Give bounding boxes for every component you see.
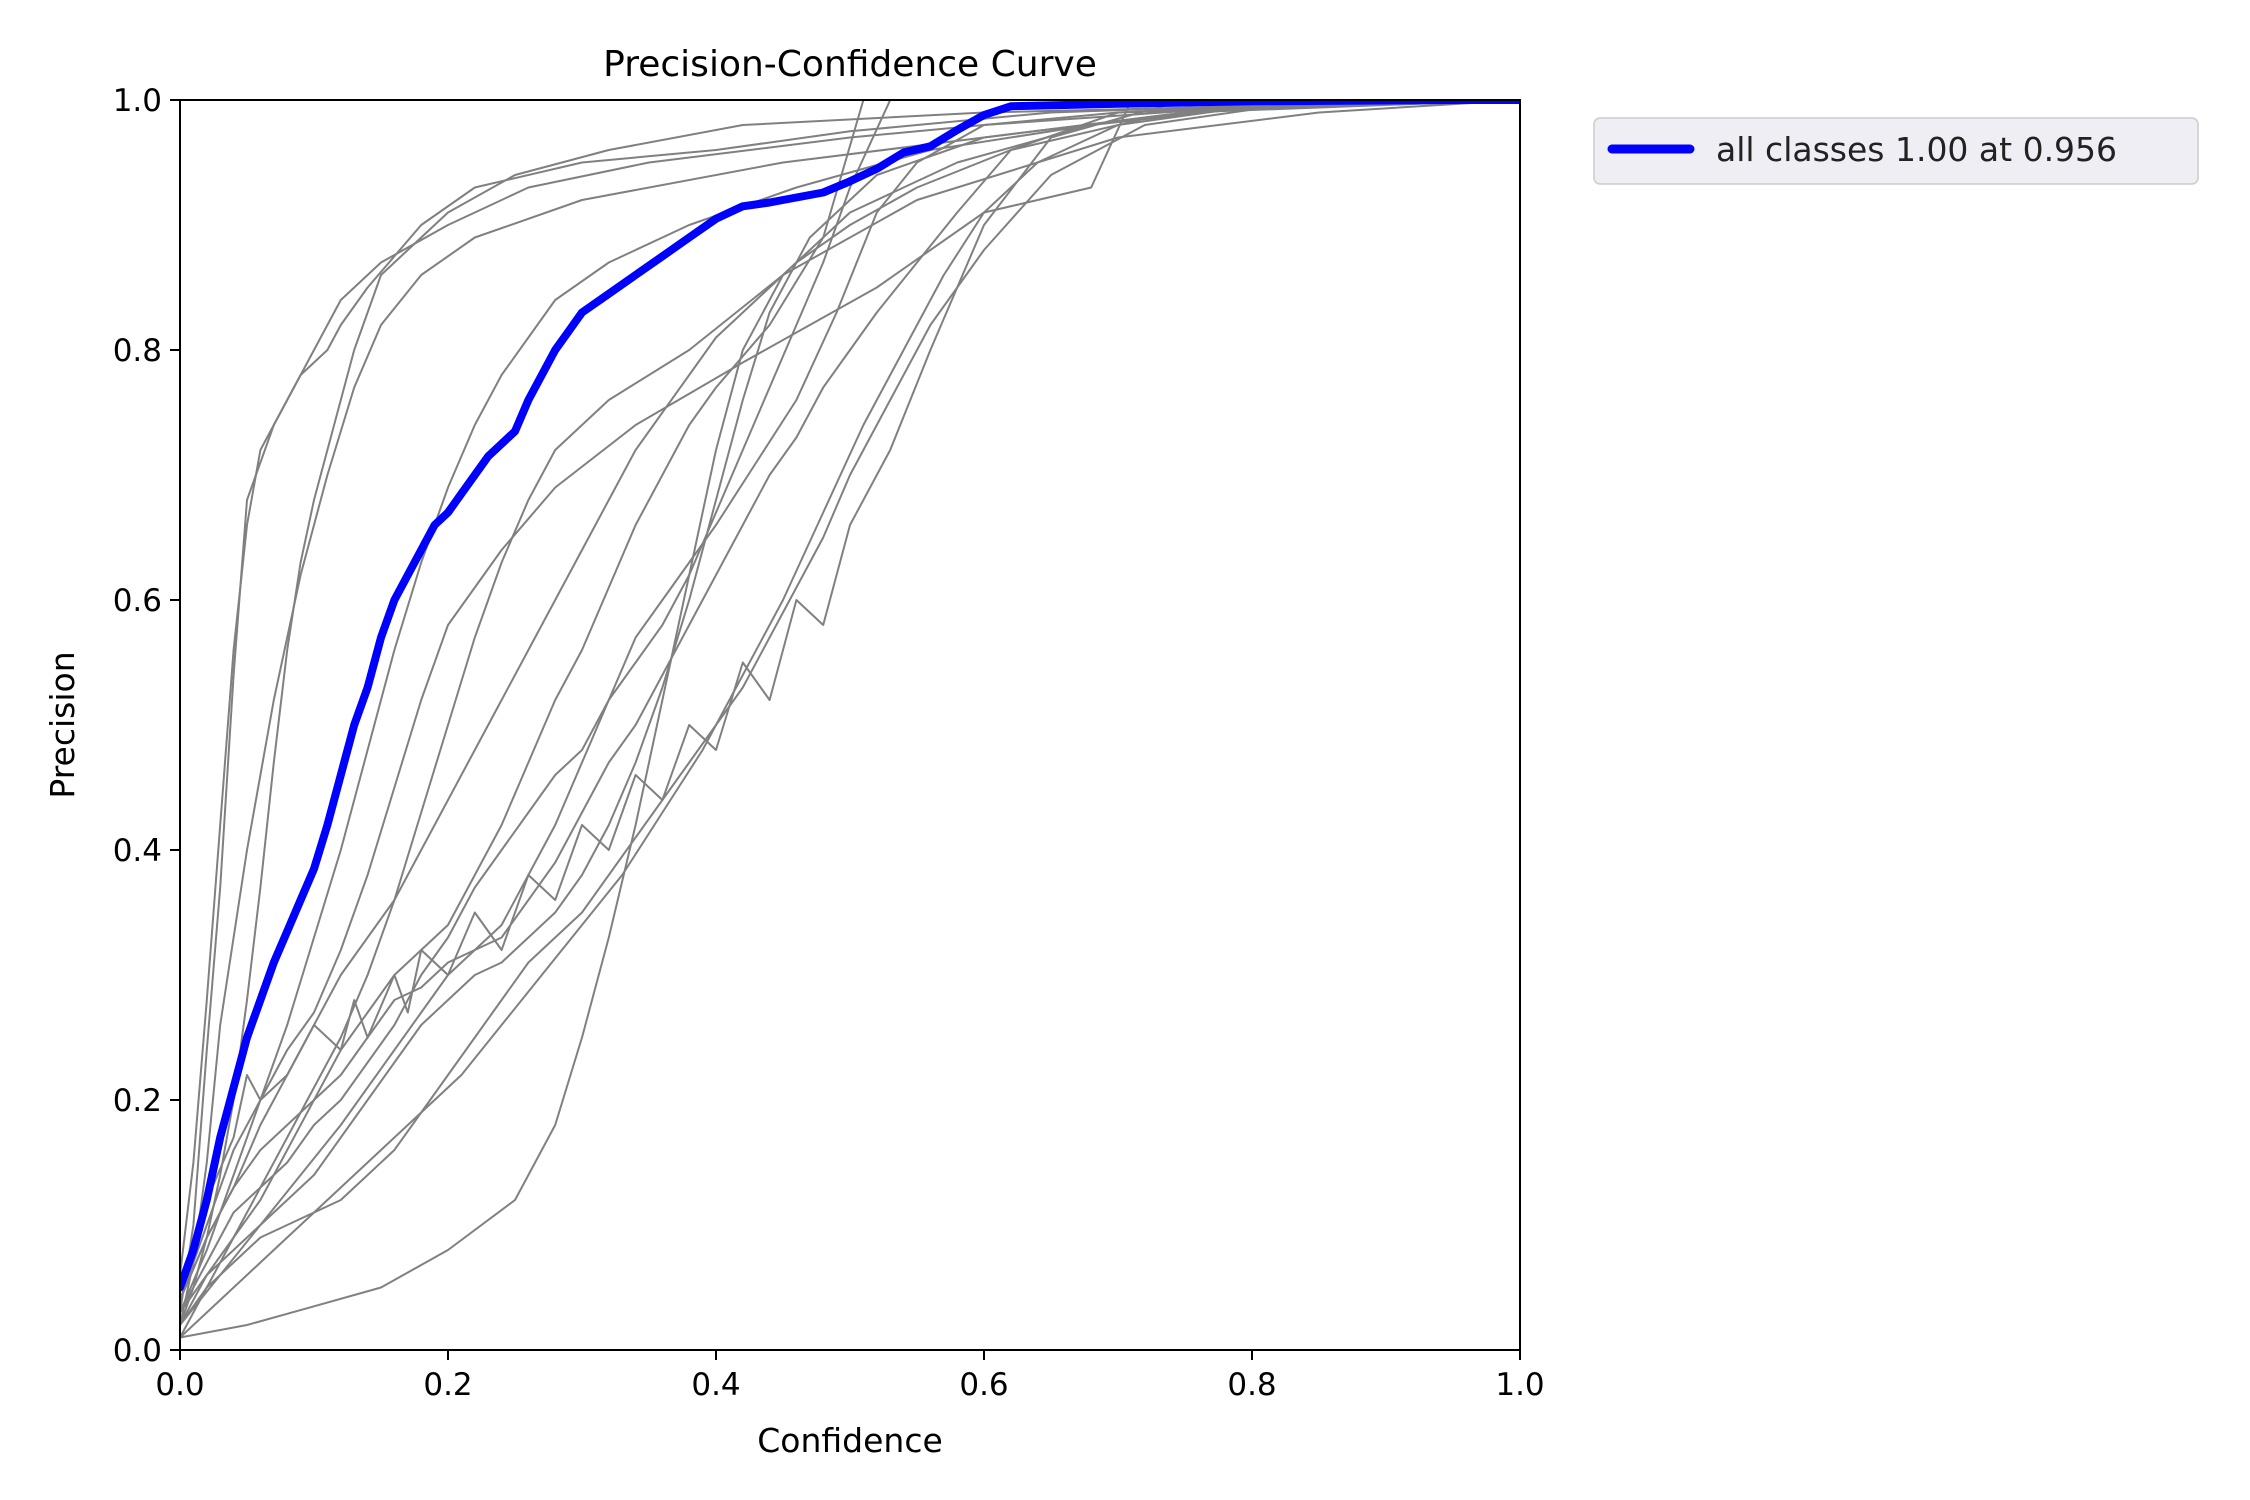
legend-label-all-classes: all classes 1.00 at 0.956 — [1716, 130, 2117, 169]
y-tick-label: 0.8 — [113, 333, 162, 369]
series-line-class-12 — [180, 100, 1520, 1276]
series-line-class-13 — [180, 100, 1520, 1314]
y-tick-label: 0.6 — [113, 583, 162, 619]
x-tick-label: 0.8 — [1227, 1367, 1276, 1403]
legend-box — [1593, 117, 2199, 185]
series-line-class-2 — [180, 100, 1520, 1326]
x-tick-label: 0.0 — [155, 1367, 204, 1403]
series-line-class-16 — [180, 100, 1520, 1339]
series-line-class-14 — [180, 100, 1520, 1326]
series-line-class-11 — [180, 100, 1520, 1339]
chart-title: Precision-Confidence Curve — [603, 44, 1097, 85]
series-line-class-6 — [180, 100, 1520, 1314]
x-tick-label: 0.6 — [959, 1367, 1008, 1403]
legend: all classes 1.00 at 0.956 — [1593, 117, 2199, 185]
y-axis-label: Precision — [43, 651, 82, 798]
series-line-class-8 — [180, 100, 1520, 1301]
series-line-class-3 — [180, 100, 1520, 1339]
x-tick-label: 0.4 — [691, 1367, 740, 1403]
series-line-class-15 — [180, 100, 1520, 1301]
y-tick-label: 0.2 — [113, 1083, 162, 1119]
y-tick-label: 1.0 — [113, 83, 162, 119]
x-axis-label: Confidence — [757, 1421, 943, 1460]
y-tick-label: 0.0 — [113, 1333, 162, 1369]
series-line-class-4 — [180, 100, 1520, 1301]
series-line-all-classes — [180, 100, 1520, 1292]
series-line-class-10 — [180, 100, 1520, 1326]
x-tick-label: 0.2 — [423, 1367, 472, 1403]
tick-layer: 0.0 0.2 0.4 0.6 0.8 1.0 0.0 0.2 0.4 0.6 0.8 1.0 — [113, 83, 1545, 1403]
series-layer — [180, 100, 1520, 1339]
y-tick-label: 0.4 — [113, 833, 162, 869]
plot-frame — [179, 99, 1521, 1351]
series-line-class-1 — [180, 100, 1520, 1314]
x-tick-label: 1.0 — [1495, 1367, 1544, 1403]
series-line-class-7 — [180, 100, 1520, 1326]
series-line-class-17 — [180, 100, 1520, 1314]
series-line-class-5 — [180, 100, 1520, 1326]
